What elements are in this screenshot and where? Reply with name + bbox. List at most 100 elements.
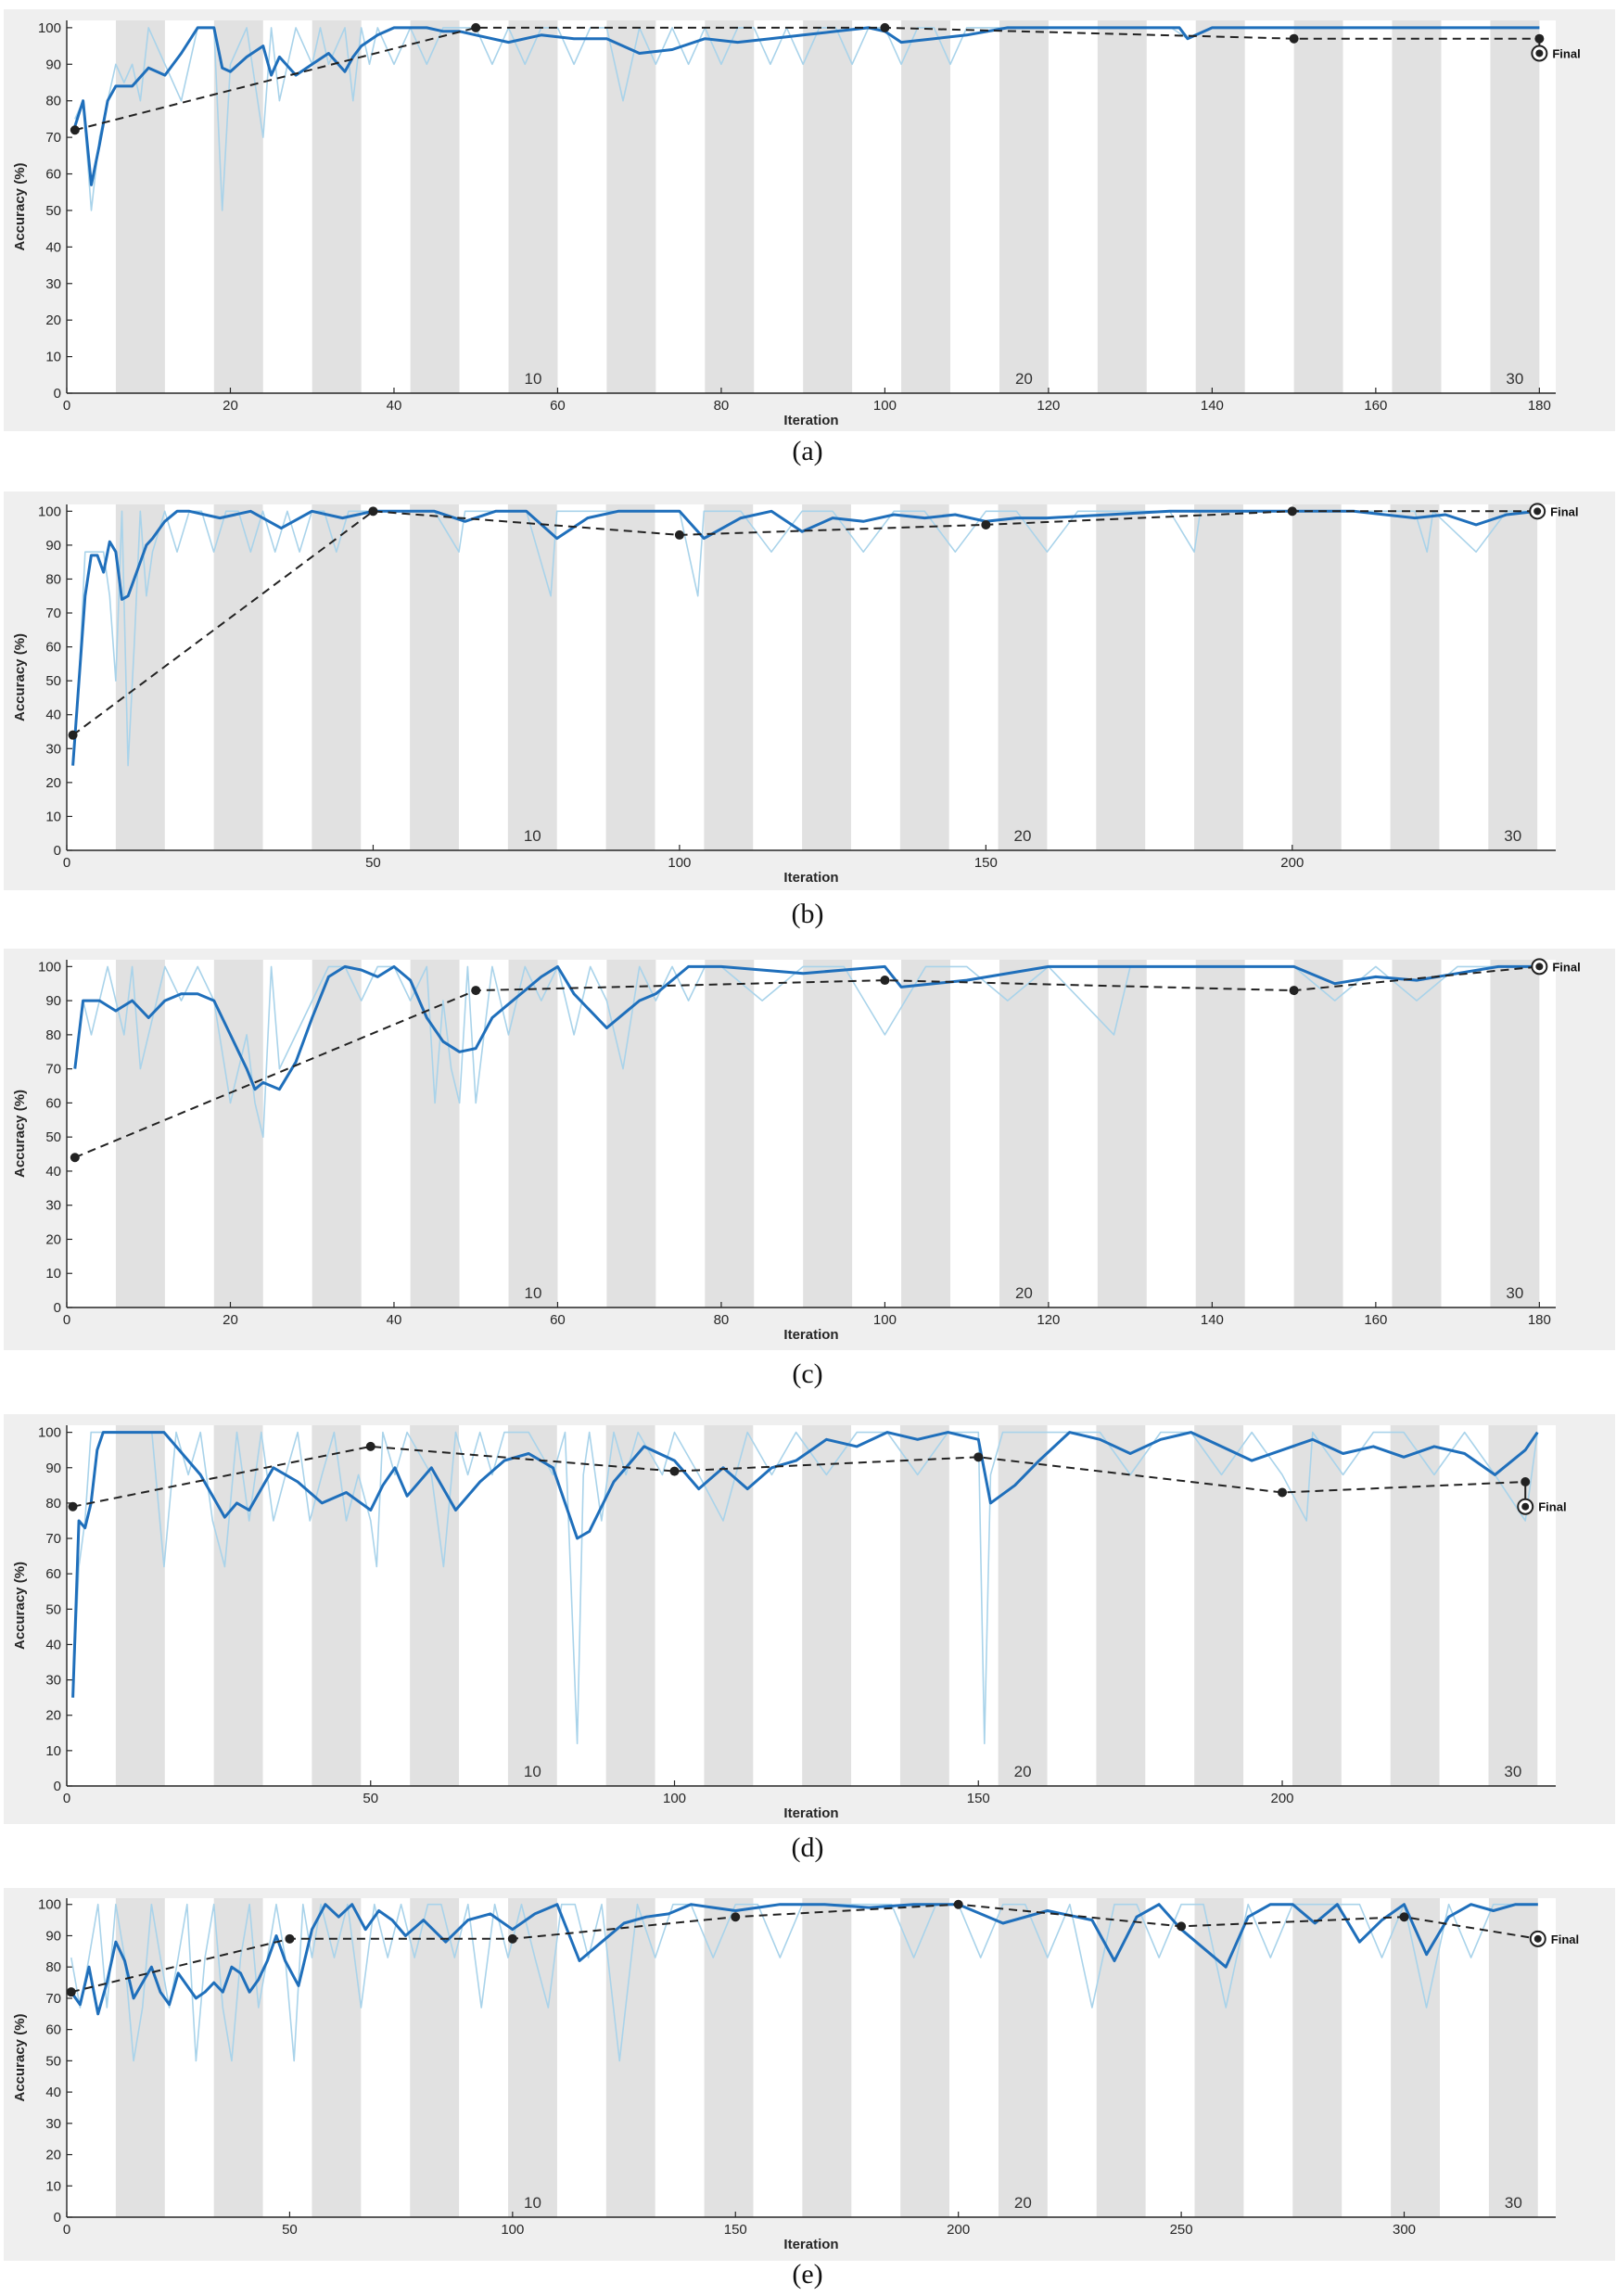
epoch-band <box>606 960 656 1307</box>
epoch-label: 20 <box>1014 827 1032 845</box>
epoch-band <box>1195 960 1245 1307</box>
validation-point <box>68 730 78 740</box>
epoch-label: 10 <box>524 1763 541 1780</box>
y-tick-label: 100 <box>38 959 61 975</box>
x-tick-label: 100 <box>873 398 897 414</box>
y-axis-title: Accuracy (%) <box>12 2013 28 2101</box>
epoch-band <box>115 960 165 1307</box>
final-label: Final <box>1552 46 1580 60</box>
epoch-band <box>1292 1898 1342 2217</box>
x-tick-label: 20 <box>223 1312 238 1328</box>
y-tick-label: 30 <box>45 1198 61 1214</box>
raw-accuracy-line <box>71 1431 1539 1744</box>
y-tick-label: 60 <box>45 2022 61 2038</box>
x-tick-label: 20 <box>223 398 238 414</box>
epoch-band <box>704 504 754 850</box>
epoch-band <box>704 1898 754 2217</box>
epoch-band <box>705 960 755 1307</box>
epoch-band <box>410 960 460 1307</box>
y-tick-label: 70 <box>45 1991 61 2007</box>
epoch-band <box>1292 504 1342 850</box>
epoch-band <box>1488 504 1538 850</box>
smooth-accuracy-line <box>71 509 1538 766</box>
x-tick-label: 120 <box>1037 1312 1060 1328</box>
smooth-accuracy-line <box>70 1903 1538 2016</box>
x-tick-label: 140 <box>1201 1312 1224 1328</box>
epoch-band <box>1392 960 1442 1307</box>
y-tick-label: 0 <box>54 1779 61 1794</box>
x-tick-label: 180 <box>1528 398 1551 414</box>
validation-point <box>368 506 378 517</box>
x-tick-label: 200 <box>1280 855 1304 871</box>
epoch-band <box>410 20 460 393</box>
epoch-band <box>802 1898 852 2217</box>
y-tick-label: 100 <box>38 20 61 36</box>
panel-caption: (a) <box>792 436 822 466</box>
x-tick-label: 40 <box>387 1312 402 1328</box>
epoch-band <box>115 1425 165 1786</box>
y-tick-label: 80 <box>45 571 61 587</box>
x-tick-label: 160 <box>1364 398 1387 414</box>
x-axis-title: Iteration <box>783 1327 838 1343</box>
epoch-band <box>213 1898 263 2217</box>
x-tick-label: 160 <box>1364 1312 1387 1328</box>
x-tick-label: 140 <box>1201 398 1224 414</box>
panel-caption: (e) <box>792 2259 822 2290</box>
x-tick-label: 150 <box>724 2222 747 2238</box>
validation-point <box>880 976 890 986</box>
epoch-band <box>705 20 755 393</box>
x-tick-label: 300 <box>1393 2222 1416 2238</box>
smooth-accuracy-line <box>73 964 1540 1091</box>
validation-point <box>471 22 481 32</box>
epoch-label: 30 <box>1506 1284 1523 1302</box>
y-tick-label: 0 <box>54 1300 61 1316</box>
panel-caption: (c) <box>792 1358 822 1389</box>
x-axis-title: Iteration <box>783 1805 838 1821</box>
chart-panel-4: 10 20 30 0 10 20 30 40 50 60 70 80 90 100 0 50 100 150 200… <box>4 1414 1615 1863</box>
y-axis-title: Accuracy (%) <box>12 162 28 250</box>
validation-point <box>507 1933 517 1944</box>
epoch-band <box>1391 1898 1440 2217</box>
epoch-band <box>312 1425 362 1786</box>
y-tick-label: 10 <box>45 350 61 365</box>
x-tick-label: 50 <box>363 1791 378 1806</box>
x-tick-label: 80 <box>714 1312 730 1328</box>
x-axis-title: Iteration <box>783 413 838 428</box>
x-tick-label: 100 <box>668 855 691 871</box>
x-tick-label: 250 <box>1170 2222 1193 2238</box>
epoch-band <box>1194 1898 1244 2217</box>
epoch-band <box>1488 1898 1538 2217</box>
epoch-band <box>1097 960 1147 1307</box>
epoch-band <box>998 1425 1048 1786</box>
final-label: Final <box>1551 1932 1579 1946</box>
epoch-band <box>1293 20 1343 393</box>
y-tick-label: 70 <box>45 1062 61 1078</box>
y-tick-label: 100 <box>38 504 61 519</box>
y-tick-label: 90 <box>45 538 61 554</box>
validation-point <box>674 529 684 540</box>
epoch-band <box>312 504 362 850</box>
y-tick-label: 60 <box>45 167 61 183</box>
x-axis-title: Iteration <box>783 2237 838 2252</box>
x-tick-label: 180 <box>1528 1312 1551 1328</box>
y-tick-label: 80 <box>45 94 61 109</box>
panel-caption: (b) <box>792 899 824 929</box>
epoch-label: 20 <box>1015 1284 1033 1302</box>
y-tick-label: 30 <box>45 2116 61 2132</box>
validation-accuracy-line <box>72 510 1538 736</box>
epoch-band <box>803 20 853 393</box>
y-tick-label: 0 <box>54 843 61 859</box>
x-tick-label: 0 <box>63 398 70 414</box>
epoch-label: 10 <box>524 2194 541 2212</box>
y-tick-label: 20 <box>45 2148 61 2163</box>
x-tick-label: 0 <box>63 2222 70 2238</box>
x-axis-title: Iteration <box>783 870 838 886</box>
y-tick-label: 50 <box>45 1601 61 1617</box>
validation-point <box>669 1466 680 1476</box>
validation-point <box>953 1899 963 1909</box>
y-axis-title: Accuracy (%) <box>12 633 28 721</box>
epoch-label: 10 <box>524 827 541 845</box>
epoch-band <box>312 20 362 393</box>
validation-point <box>1399 1912 1409 1922</box>
